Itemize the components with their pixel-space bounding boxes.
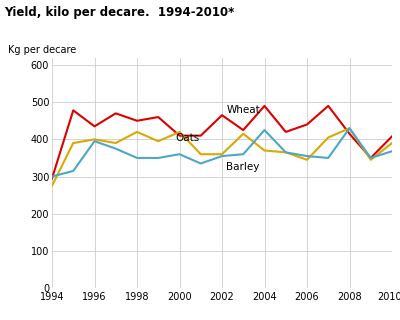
Text: Wheat: Wheat xyxy=(226,105,260,115)
Text: Barley: Barley xyxy=(226,162,260,172)
Text: Yield, kilo per decare.  1994-2010*: Yield, kilo per decare. 1994-2010* xyxy=(4,6,234,20)
Text: Kg per decare: Kg per decare xyxy=(8,45,76,55)
Text: Oats: Oats xyxy=(175,133,200,143)
